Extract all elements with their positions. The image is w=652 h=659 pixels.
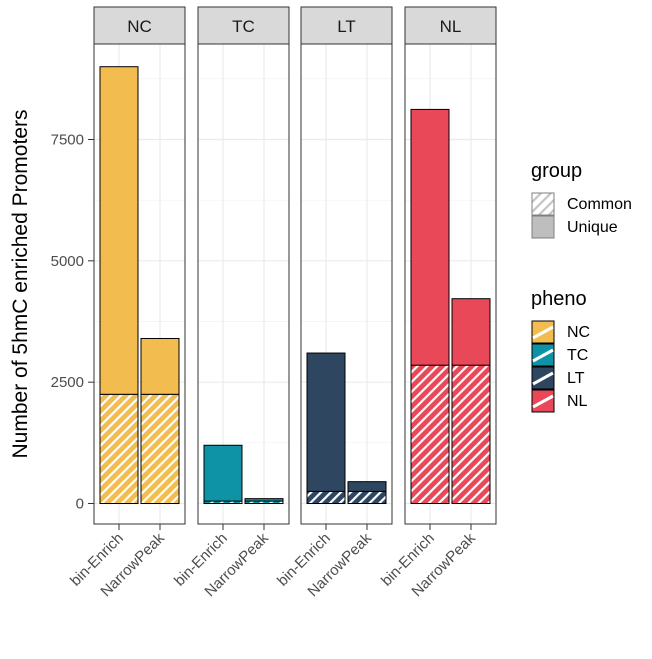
bar-common-narrowpeak xyxy=(451,364,491,504)
strip-label: NC xyxy=(127,17,152,36)
legend-key-lt xyxy=(531,366,555,390)
legend-label-unique: Unique xyxy=(567,219,618,236)
legend-key-unique xyxy=(531,215,555,239)
bar-common-bin-enrich xyxy=(99,393,139,504)
y-tick-label: 0 xyxy=(76,496,84,513)
bar-unique-bin-enrich xyxy=(410,108,450,366)
legend-key-nc xyxy=(531,320,555,344)
y-tick-label: 5000 xyxy=(51,253,84,270)
strip-background xyxy=(197,6,290,45)
legend-title-group: group xyxy=(531,160,582,182)
strip-label: TC xyxy=(232,17,255,36)
legend-title-pheno: pheno xyxy=(531,288,587,310)
strip-background xyxy=(300,6,393,45)
bar-unique-bin-enrich xyxy=(306,352,346,492)
y-tick-label: 7500 xyxy=(51,132,84,149)
legend-label-nl: NL xyxy=(567,393,588,410)
bar-unique-bin-enrich xyxy=(99,66,139,395)
bar-common-bin-enrich xyxy=(410,364,450,504)
legend-label-lt: LT xyxy=(567,370,585,387)
panels-layer: NCbin-EnrichNarrowPeakTCbin-EnrichNarrow… xyxy=(67,6,497,600)
bar-common-narrowpeak xyxy=(347,490,387,505)
y-axis: 0 2500 5000 7500 xyxy=(51,132,94,513)
panel-background xyxy=(198,44,289,524)
legend-key-common xyxy=(531,192,555,216)
legend: group Common Unique pheno NC TC LT NL xyxy=(531,160,632,413)
bar-unique-narrowpeak xyxy=(244,498,284,502)
y-tick-label: 2500 xyxy=(51,374,84,391)
strip-label: NL xyxy=(440,17,462,36)
bar-unique-narrowpeak xyxy=(347,481,387,492)
bar-unique-narrowpeak xyxy=(140,337,180,395)
strip-background xyxy=(93,6,186,45)
bar-common-narrowpeak xyxy=(140,393,180,504)
legend-key-nl xyxy=(531,389,555,413)
bar-unique-bin-enrich xyxy=(203,444,243,502)
legend-label-nc: NC xyxy=(567,324,590,341)
bar-unique-narrowpeak xyxy=(451,298,491,366)
strip-label: LT xyxy=(337,17,356,36)
legend-label-tc: TC xyxy=(567,347,588,364)
legend-key-tc xyxy=(531,343,555,367)
bar-common-bin-enrich xyxy=(306,490,346,505)
y-axis-title: Number of 5hmC enriched Promoters xyxy=(9,110,32,459)
strip-background xyxy=(404,6,497,45)
legend-label-common: Common xyxy=(567,196,632,213)
